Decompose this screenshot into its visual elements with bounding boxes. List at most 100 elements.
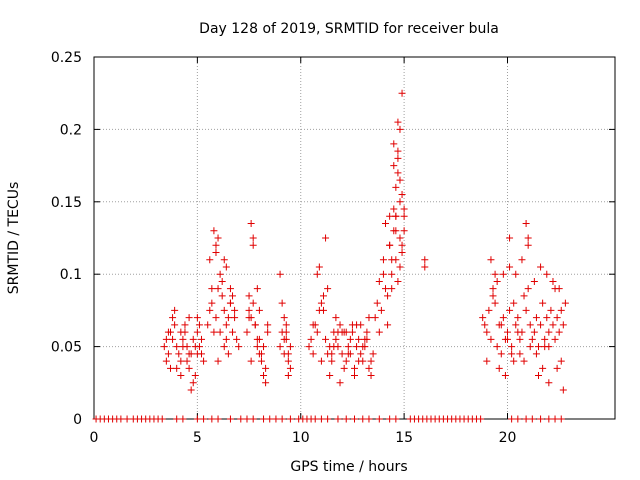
data-point	[216, 328, 224, 336]
data-point	[392, 415, 400, 423]
data-point	[315, 306, 323, 314]
data-point	[396, 176, 404, 184]
data-point	[518, 256, 526, 264]
y-tick-label: 0	[73, 412, 82, 428]
data-point	[229, 292, 237, 300]
data-point	[526, 343, 534, 351]
data-point	[421, 263, 429, 271]
data-point	[549, 277, 557, 285]
x-axis-label: GPS time / hours	[290, 459, 407, 475]
data-point	[398, 191, 406, 199]
data-point	[216, 270, 224, 278]
data-point	[185, 350, 193, 358]
data-point	[317, 415, 325, 423]
data-point	[212, 241, 220, 249]
data-point	[398, 241, 406, 249]
data-point	[164, 350, 172, 358]
data-point	[264, 321, 272, 329]
data-point	[384, 292, 392, 300]
data-point	[342, 357, 350, 365]
data-point	[326, 372, 334, 380]
data-point	[481, 321, 489, 329]
data-point	[499, 270, 507, 278]
data-point	[322, 335, 330, 343]
data-point	[233, 335, 241, 343]
data-point	[185, 364, 193, 372]
data-point	[260, 372, 268, 380]
data-point	[493, 343, 501, 351]
data-point	[535, 372, 543, 380]
data-point	[386, 241, 394, 249]
data-point	[317, 357, 325, 365]
data-point	[557, 306, 565, 314]
data-point	[400, 212, 408, 220]
data-point	[524, 241, 532, 249]
data-point	[390, 140, 398, 148]
data-point	[193, 415, 201, 423]
data-point	[379, 270, 387, 278]
data-point	[344, 343, 352, 351]
data-point	[543, 314, 551, 322]
data-point	[495, 364, 503, 372]
data-point	[193, 350, 201, 358]
data-point	[483, 357, 491, 365]
data-point	[123, 415, 131, 423]
data-point	[200, 357, 208, 365]
data-point	[332, 314, 340, 322]
data-point	[319, 292, 327, 300]
data-point	[166, 364, 174, 372]
data-point	[386, 415, 394, 423]
data-point	[489, 285, 497, 293]
data-point	[537, 415, 545, 423]
data-point	[280, 335, 288, 343]
data-point	[503, 328, 511, 336]
data-point	[491, 299, 499, 307]
data-point	[561, 299, 569, 307]
data-point	[160, 343, 168, 351]
data-point	[272, 415, 280, 423]
data-point	[367, 372, 375, 380]
data-point	[512, 270, 520, 278]
data-point	[214, 357, 222, 365]
data-point	[286, 343, 294, 351]
data-point	[322, 234, 330, 242]
axis-ticks: 0 0.05 0.1 0.15 0.2 0.25 0 5 10 15 20	[51, 50, 615, 446]
x-tick-label: 0	[90, 430, 99, 446]
data-point	[483, 328, 491, 336]
data-point	[173, 415, 181, 423]
data-point	[251, 321, 259, 329]
data-point	[313, 328, 321, 336]
data-point	[526, 321, 534, 329]
data-point	[353, 343, 361, 351]
chart-title: Day 128 of 2019, SRMTID for receiver bul…	[199, 21, 499, 37]
data-point	[200, 415, 208, 423]
data-point	[520, 357, 528, 365]
data-point	[177, 328, 185, 336]
data-point	[520, 292, 528, 300]
y-tick-label: 0.1	[60, 267, 82, 283]
data-point	[193, 314, 201, 322]
data-point	[243, 328, 251, 336]
data-point	[346, 335, 354, 343]
data-point	[559, 386, 567, 394]
data-point	[510, 357, 518, 365]
data-point	[278, 299, 286, 307]
data-point	[210, 328, 218, 336]
data-point	[183, 357, 191, 365]
data-point	[421, 256, 429, 264]
data-point	[282, 328, 290, 336]
data-point	[212, 314, 220, 322]
data-point	[386, 212, 394, 220]
data-point	[208, 415, 216, 423]
data-point	[355, 335, 363, 343]
data-point	[516, 350, 524, 358]
data-point	[382, 285, 390, 293]
data-point	[171, 306, 179, 314]
data-point	[158, 415, 166, 423]
data-point	[189, 379, 197, 387]
data-point	[276, 270, 284, 278]
data-point	[390, 205, 398, 213]
data-point	[512, 321, 520, 329]
data-point	[392, 256, 400, 264]
x-tick-label: 10	[292, 430, 310, 446]
